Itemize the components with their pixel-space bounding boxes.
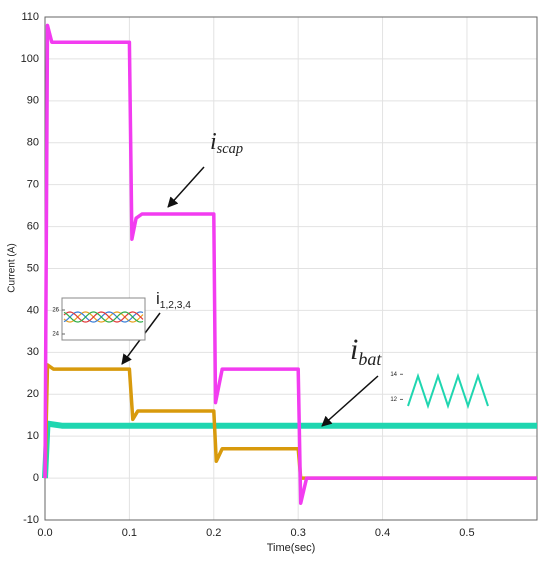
annotation-subscript: bat	[358, 349, 382, 369]
x-tick-label: 0.3	[291, 527, 306, 539]
annotation-text: i	[210, 129, 217, 155]
x-axis-label: Time(sec)	[267, 542, 315, 554]
x-tick-label: 0.2	[206, 527, 221, 539]
y-axis-label: Current (A)	[7, 243, 18, 292]
y-tick-label: 30	[27, 346, 39, 358]
x-tick-label: 0.1	[122, 527, 137, 539]
y-tick-label: 100	[21, 53, 39, 65]
x-tick-label: 0.4	[375, 527, 390, 539]
y-tick-label: 70	[27, 179, 39, 191]
inset-wave	[63, 311, 144, 323]
x-tick-label: 0.0	[37, 527, 52, 539]
annotation-arrow	[321, 375, 379, 427]
y-tick-label: 40	[27, 304, 39, 316]
annotation-subscript: 1,2,3,4	[160, 300, 191, 311]
annotation-arrow	[167, 166, 205, 208]
annotation: iscap	[210, 129, 243, 158]
inset-wave	[407, 372, 489, 410]
annotation-subscript: scap	[217, 141, 243, 157]
y-tick-label: 0	[33, 472, 39, 484]
inset-wave	[63, 311, 144, 323]
series-line	[43, 363, 537, 480]
y-tick-label: 60	[27, 220, 39, 232]
y-tick-label: -10	[23, 514, 39, 526]
inset-wave	[63, 311, 144, 323]
annotation: i1,2,3,4	[156, 289, 191, 310]
annotation-text: i	[156, 289, 160, 308]
inset-tick-label: 24	[52, 332, 59, 338]
y-tick-label: 10	[27, 430, 39, 442]
inset-wave	[63, 311, 144, 323]
y-tick-label: 90	[27, 95, 39, 107]
y-tick-label: 50	[27, 262, 39, 274]
y-tick-label: 20	[27, 388, 39, 400]
x-tick-label: 0.5	[459, 527, 474, 539]
inset-tick-label: 12	[390, 397, 397, 403]
series-line	[43, 23, 537, 505]
y-tick-label: 110	[21, 11, 39, 23]
annotation: ibat	[350, 333, 382, 369]
inset-tick-label: 14	[390, 372, 397, 378]
y-tick-label: 80	[27, 137, 39, 149]
inset-tick-label: 26	[52, 308, 59, 314]
series-line	[42, 420, 537, 479]
annotation-text: i	[350, 333, 358, 366]
